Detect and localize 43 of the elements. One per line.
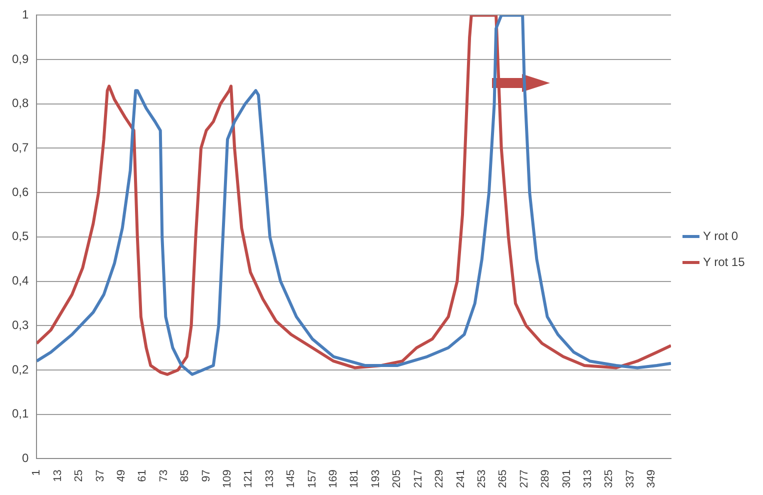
y-tick-label: 0,7 — [12, 140, 29, 155]
x-tick-label: 85 — [179, 470, 192, 482]
x-tick-label: 349 — [646, 470, 658, 488]
x-tick-label: 205 — [391, 470, 404, 488]
x-tick-label: 37 — [94, 470, 106, 482]
legend-label: Y rot 0 — [702, 228, 738, 243]
x-tick-label: 241 — [454, 470, 467, 488]
x-tick-label: 1 — [30, 470, 43, 476]
x-tick-label: 253 — [476, 470, 488, 488]
x-tick-label: 289 — [540, 470, 552, 488]
y-tick-label: 0,3 — [12, 318, 29, 332]
x-tick-label: 145 — [285, 470, 298, 488]
x-tick-label: 337 — [624, 470, 636, 488]
x-tick-label: 49 — [116, 470, 128, 482]
x-tick-label: 181 — [348, 470, 361, 488]
y-tick-label: 0 — [22, 450, 29, 465]
y-tick-label: 0,2 — [12, 362, 29, 376]
x-tick-label: 301 — [560, 470, 573, 488]
y-tick-label: 0,6 — [12, 184, 29, 199]
x-tick-label: 109 — [222, 470, 234, 488]
y-tick-label: 0,5 — [12, 229, 29, 244]
y-tick-label: 1 — [22, 8, 29, 22]
x-tick-label: 73 — [158, 470, 170, 482]
x-tick-label: 13 — [52, 470, 64, 482]
x-tick-label: 157 — [306, 470, 318, 488]
y-tick-label: 0,4 — [12, 274, 29, 288]
y-tick-label: 0,1 — [12, 406, 29, 421]
x-tick-label: 61 — [136, 470, 149, 482]
x-tick-label: 217 — [412, 470, 424, 488]
x-tick-label: 25 — [73, 470, 86, 482]
y-tick-label: 0,9 — [12, 52, 29, 66]
x-tick-label: 229 — [434, 470, 446, 488]
x-tick-label: 313 — [582, 470, 594, 488]
x-tick-label: 97 — [200, 470, 212, 482]
x-tick-label: 133 — [264, 470, 276, 488]
x-tick-label: 265 — [497, 470, 510, 488]
y-tick-label: 0,8 — [12, 96, 29, 110]
x-tick-label: 193 — [370, 470, 382, 488]
x-tick-label: 121 — [242, 470, 255, 488]
x-tick-label: 277 — [518, 470, 530, 488]
x-tick-label: 325 — [603, 470, 616, 488]
x-tick-label: 169 — [328, 470, 340, 488]
legend-label: Y rot 15 — [702, 254, 746, 269]
